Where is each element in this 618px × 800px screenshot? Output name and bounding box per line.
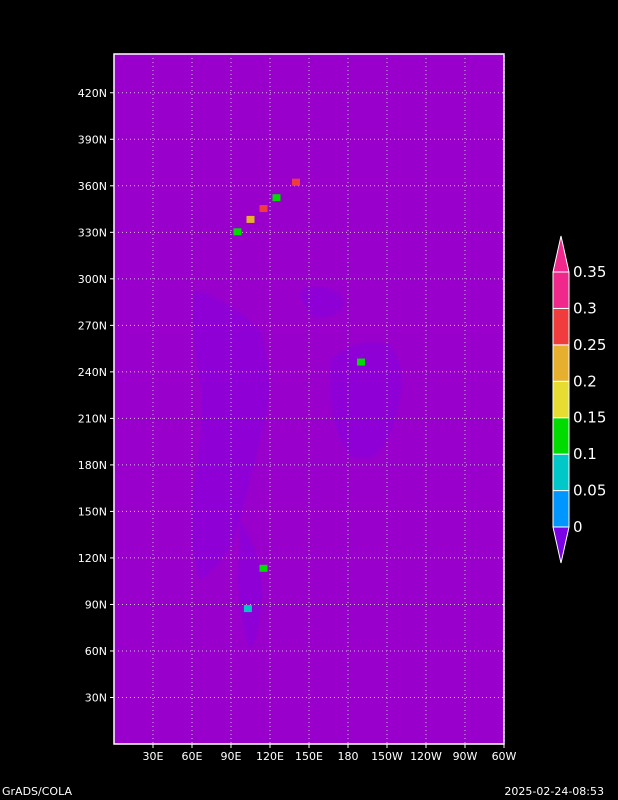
data-cell: [259, 205, 268, 213]
y-tick-label: 270N: [78, 319, 107, 332]
x-tick-label: 90W: [453, 750, 478, 763]
y-tick-label: 150N: [78, 505, 107, 518]
colorbar-segment: [552, 453, 570, 492]
x-axis-ticks: 30E 60E 90E 120E 150E 180 150W 120W 90W 60W: [143, 744, 517, 763]
x-tick-label: 60W: [492, 750, 517, 763]
y-tick-label: 360N: [78, 180, 107, 193]
y-tick-label: 420N: [78, 87, 107, 100]
colorbar-label: 0.3: [573, 299, 597, 317]
data-cell: [233, 228, 242, 236]
data-cell: [259, 564, 268, 572]
y-tick-label: 240N: [78, 366, 107, 379]
colorbar-segment: [552, 490, 570, 528]
data-cell: [246, 215, 255, 223]
y-tick-label: 390N: [78, 133, 107, 146]
x-tick-label: 90E: [221, 750, 242, 763]
y-tick-label: 30N: [85, 691, 107, 704]
data-cell: [272, 194, 281, 202]
colorbar-segment: [552, 271, 570, 309]
x-tick-label: 180: [338, 750, 359, 763]
y-tick-label: 180N: [78, 459, 107, 472]
colorbar-label: 0.25: [573, 336, 606, 354]
colorbar-label: 0: [573, 518, 583, 536]
x-tick-label: 60E: [182, 750, 203, 763]
colorbar-label: 0.05: [573, 482, 606, 500]
colorbar-bottom-arrow: [552, 526, 570, 564]
x-tick-label: 120E: [256, 750, 284, 763]
colorbar-segment: [552, 380, 570, 419]
colorbar-label: 0.35: [573, 263, 606, 281]
y-tick-label: 210N: [78, 412, 107, 425]
colorbar-segment: [552, 344, 570, 382]
x-tick-label: 120W: [410, 750, 442, 763]
colorbar-label: 0.15: [573, 409, 606, 427]
colorbar-top-arrow: [552, 235, 570, 273]
data-cell: [292, 178, 300, 186]
footer-timestamp: 2025-02-24-08:53: [504, 785, 604, 798]
x-tick-label: 150E: [295, 750, 323, 763]
faint-low-value-regions: [191, 286, 402, 650]
y-tick-label: 60N: [85, 645, 107, 658]
data-cell: [243, 605, 252, 613]
y-tick-label: 120N: [78, 552, 107, 565]
grid-lines: [114, 54, 505, 744]
data-cells: [233, 178, 365, 613]
data-cell: [357, 358, 365, 366]
y-tick-label: 330N: [78, 226, 107, 239]
y-tick-label: 90N: [85, 598, 107, 611]
colorbar: 0 0.05 0.1 0.15 0.2 0.25 0.3 0.35: [552, 235, 606, 564]
colorbar-segment: [552, 417, 570, 455]
colorbar-segment: [552, 307, 570, 346]
y-tick-label: 300N: [78, 273, 107, 286]
x-tick-label: 30E: [143, 750, 164, 763]
colorbar-label: 0.2: [573, 372, 597, 390]
x-tick-label: 150W: [371, 750, 403, 763]
y-axis-ticks: 30N 60N 90N 120N 150N 180N 210N 240N 270N 300N 330…: [78, 87, 114, 704]
colorbar-label: 0.1: [573, 445, 597, 463]
footer-left-label: GrADS/COLA: [2, 785, 72, 798]
